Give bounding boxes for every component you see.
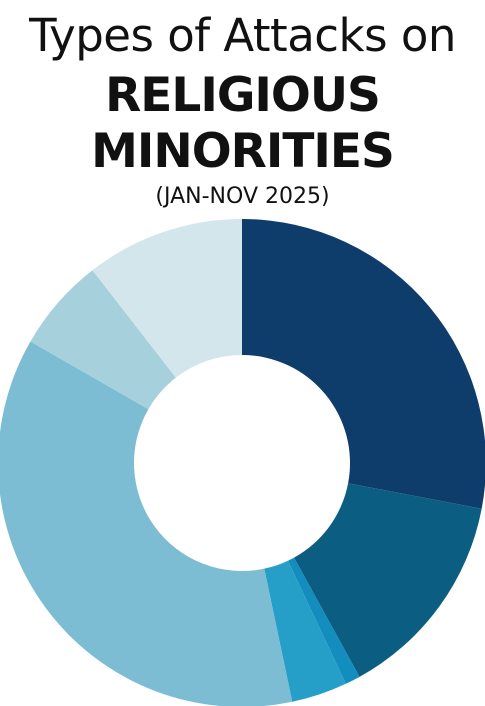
chart-title-line-1: Types of Attacks on: [29, 9, 456, 62]
pie-slice-5: [0, 341, 293, 706]
pie-slice-6: [30, 270, 176, 410]
pie-slice-1: [242, 219, 485, 509]
pie-slice-7: [92, 218, 242, 378]
pie-slice-3: [287, 557, 360, 684]
chart-title-line-2: RELIGIOUS: [105, 68, 381, 123]
pie-slice-2: [294, 483, 482, 677]
chart-subtitle: (JAN-NOV 2025): [155, 184, 330, 209]
pie-slice-4: [264, 560, 346, 702]
chart-title-line-3: MINORITIES: [91, 124, 395, 179]
